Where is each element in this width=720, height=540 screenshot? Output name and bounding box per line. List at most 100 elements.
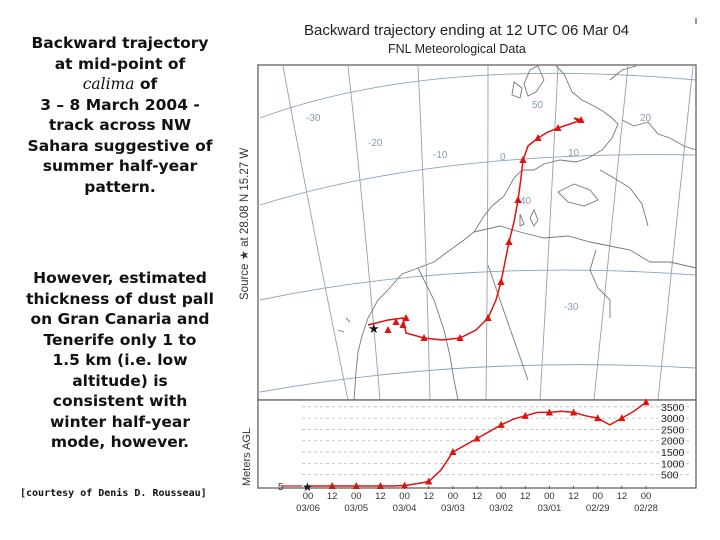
description-line: pattern. xyxy=(84,177,156,196)
grid-label: 0 xyxy=(500,152,506,163)
description-line: However, estimated xyxy=(33,269,207,287)
date-label: 03/05 xyxy=(344,503,368,514)
x-tick-label: 00 xyxy=(496,491,507,502)
profile-start-star-icon: ★ xyxy=(302,480,313,494)
trajectory-point xyxy=(534,134,542,141)
grid-label: 40 xyxy=(520,196,532,207)
x-tick-label: 00 xyxy=(399,491,410,502)
coast-libya xyxy=(589,249,611,318)
profile-point xyxy=(497,420,505,428)
profile-point xyxy=(425,477,433,485)
profile-point xyxy=(449,448,457,456)
x-tick-label: 00 xyxy=(544,491,555,502)
map-panel: -30 -20 -10 0 10 20 50 40 -30 ★ Source ★… xyxy=(239,64,697,401)
parallel-line xyxy=(259,269,697,301)
trajectory: ★ xyxy=(367,116,585,341)
coast-canaries xyxy=(337,317,351,333)
description-line: Sahara suggestive of xyxy=(27,136,213,155)
profile-point xyxy=(473,434,481,442)
grid-label: 10 xyxy=(568,148,580,159)
profile-point xyxy=(521,411,529,419)
trajectory-point xyxy=(505,238,513,245)
description-line: at mid-point of xyxy=(54,54,186,73)
grid-label: -30 xyxy=(306,113,321,124)
coast-italy xyxy=(557,169,649,227)
meridian-line xyxy=(282,65,349,401)
trajectory-point xyxy=(384,326,392,333)
trajectory-point xyxy=(402,314,410,321)
meridian-line xyxy=(593,65,629,401)
trajectory-point xyxy=(392,318,400,325)
profile-point xyxy=(569,408,578,416)
x-tick-label: 00 xyxy=(303,491,314,502)
x-tick-label: 00 xyxy=(448,491,459,502)
figure-title: Backward trajectory ending at 12 UTC 06 … xyxy=(304,22,629,39)
grid-label: -10 xyxy=(433,150,448,161)
date-label: 03/01 xyxy=(538,503,562,514)
description-line: summer half-year xyxy=(42,157,198,175)
coast-europe-africa xyxy=(353,65,619,401)
meridian-line xyxy=(539,65,559,401)
x-tick-label: 12 xyxy=(617,491,628,502)
grid-label: 20 xyxy=(640,113,652,124)
description-line: track across NW xyxy=(48,116,192,134)
border-line xyxy=(487,264,529,381)
profile-point xyxy=(352,482,360,489)
x-tick-label: 12 xyxy=(423,491,434,502)
figure-subtitle: FNL Meteorological Data xyxy=(388,42,526,56)
x-tick-label: 12 xyxy=(520,491,531,502)
grid-labels: -30 -20 -10 0 10 20 50 40 -30 xyxy=(306,100,652,313)
y-tick-label: 3000 xyxy=(661,413,685,425)
coast-ireland xyxy=(511,81,523,99)
y-tick-label: 2000 xyxy=(661,436,685,448)
date-label: 03/02 xyxy=(489,503,513,514)
profile-frame xyxy=(257,399,697,489)
meridian-line xyxy=(485,65,489,401)
description-fragment: of xyxy=(134,75,158,93)
trajectory-point xyxy=(514,196,522,203)
y-tick-label: 1500 xyxy=(661,447,685,459)
description-line: calima of xyxy=(14,74,226,95)
meridian-line xyxy=(657,65,694,401)
meridian-line xyxy=(347,65,381,401)
meridian-line xyxy=(417,65,431,401)
border-line xyxy=(417,267,459,401)
profile-point xyxy=(376,482,385,489)
trajectory-point xyxy=(399,321,407,328)
grid-label: -30 xyxy=(564,302,579,313)
source-star-icon: ★ xyxy=(368,321,380,336)
trajectory-point xyxy=(554,124,562,131)
description-line: 3 – 8 March 2004 - xyxy=(40,95,200,114)
profile-axis-label: Meters AGL xyxy=(241,428,253,486)
trajectory-point xyxy=(484,314,492,321)
coast-islands xyxy=(519,208,539,227)
profile-point xyxy=(328,482,336,489)
x-tick-label: 12 xyxy=(568,491,579,502)
graticule xyxy=(259,65,697,401)
profile-point xyxy=(642,398,650,406)
date-label: 03/03 xyxy=(441,503,465,514)
description-line: mode, however. xyxy=(50,433,190,451)
trajectory-figure: Backward trajectory ending at 12 UTC 06 … xyxy=(239,18,697,514)
coastlines xyxy=(337,65,697,401)
description-line: on Gran Canaria and xyxy=(30,310,210,328)
map-frame xyxy=(257,64,697,401)
profile-marker-label: 5 xyxy=(278,482,284,493)
profile-point xyxy=(618,414,626,422)
height-profile-panel: Meters AGL 5 ★ 00 12 00 12 00 12 00 12 00 12 00 12 0… xyxy=(241,398,697,514)
source-label: Source ★ at 28.08 N 15.27 W xyxy=(239,148,251,300)
description-block-1: Backward trajectory at mid-point of cali… xyxy=(14,33,226,197)
x-tick-label: 00 xyxy=(351,491,362,502)
x-tick-label: 12 xyxy=(472,491,483,502)
parallel-line xyxy=(259,154,697,206)
description-line: altitude) is xyxy=(72,371,168,390)
y-tick-label: 2500 xyxy=(661,424,685,436)
x-tick-label: 00 xyxy=(641,491,652,502)
trajectory-point xyxy=(519,156,527,163)
y-tick-label: 3500 xyxy=(661,402,685,414)
x-tick-label: 12 xyxy=(375,491,386,502)
description-line: 1.5 km (i.e. low xyxy=(52,351,188,369)
description-line: winter half-year xyxy=(49,412,191,431)
trajectory-point xyxy=(456,334,464,341)
date-label: 02/28 xyxy=(634,503,658,514)
